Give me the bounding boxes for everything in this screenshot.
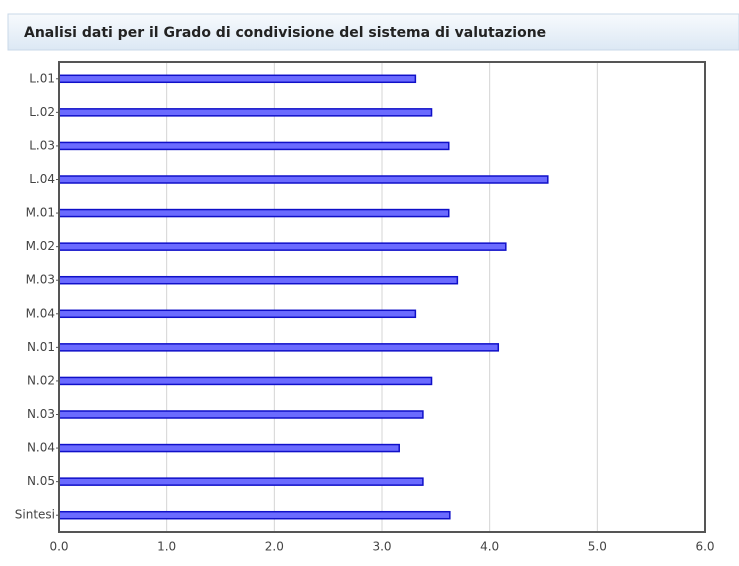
x-tick-label: 2.0 <box>265 540 284 554</box>
bar <box>58 309 417 319</box>
y-tick-label: M.03 <box>26 273 55 287</box>
bar <box>58 510 451 520</box>
y-tick-label: L.01 <box>29 71 55 85</box>
bars <box>58 74 549 520</box>
x-tick-label: 0.0 <box>49 540 68 554</box>
bar <box>58 477 424 486</box>
x-tick-label: 6.0 <box>695 540 714 554</box>
chart-title: Analisi dati per il Grado di condivision… <box>24 25 546 41</box>
bar <box>58 141 450 151</box>
x-tick-label: 4.0 <box>480 540 499 554</box>
y-tick-label: N.01 <box>27 340 55 354</box>
header-bar <box>7 13 739 51</box>
bar <box>58 208 450 218</box>
x-tick-label: 5.0 <box>588 540 607 554</box>
bar <box>58 443 400 453</box>
y-tick-label: Sintesi <box>15 508 55 522</box>
y-tick-label: M.04 <box>26 306 55 320</box>
y-tick-label: M.02 <box>26 239 55 253</box>
bar <box>58 74 417 84</box>
plot-frame <box>58 61 706 533</box>
bar <box>58 343 500 352</box>
bar <box>58 242 507 251</box>
grid <box>58 62 706 532</box>
y-tick-label: M.01 <box>26 206 55 220</box>
y-tick-label: L.04 <box>29 172 55 186</box>
bar <box>58 275 459 285</box>
y-tick-label: L.03 <box>29 138 55 152</box>
bar <box>58 175 549 184</box>
y-tick-label: L.02 <box>29 105 55 119</box>
bar <box>58 410 424 419</box>
x-tick-label: 3.0 <box>372 540 391 554</box>
y-tick-label: N.03 <box>27 407 55 421</box>
y-tick-label: N.04 <box>27 441 55 455</box>
y-tick-label: N.02 <box>27 373 55 387</box>
bar <box>58 108 433 117</box>
bar <box>58 376 433 386</box>
y-tick-label: N.05 <box>27 474 55 488</box>
x-tick-label: 1.0 <box>157 540 176 554</box>
